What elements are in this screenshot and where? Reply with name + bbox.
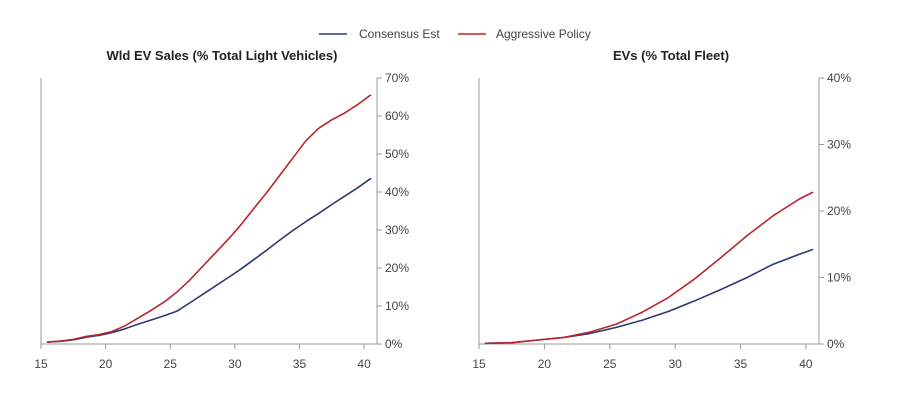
series-line-aggressive-policy: [484, 191, 814, 345]
y-tick-label: 20%: [827, 204, 851, 218]
x-tick-label: 35: [734, 357, 748, 371]
y-tick-label: 30%: [827, 138, 851, 152]
chart-title: EVs (% Total Fleet): [613, 48, 729, 63]
x-tick-label: 40: [799, 357, 813, 371]
x-tick-label: 30: [228, 357, 242, 371]
series-line-consensus-est: [46, 177, 372, 343]
y-tick-label: 40%: [385, 185, 409, 199]
x-tick-label: 40: [357, 357, 371, 371]
x-tick-label: 25: [603, 357, 617, 371]
y-tick-label: 70%: [385, 71, 409, 85]
x-tick-label: 15: [472, 357, 486, 371]
y-tick-label: 10%: [385, 299, 409, 313]
y-tick-label: 20%: [385, 261, 409, 275]
ev-fleet-chart: EVs (% Total Fleet) 0% 10% 20% 30% 40% 15 20 25…: [472, 48, 851, 371]
legend-label-consensus: Consensus Est: [359, 27, 440, 41]
chart-title: Wld EV Sales (% Total Light Vehicles): [107, 48, 338, 63]
legend-label-aggressive: Aggressive Policy: [496, 27, 591, 41]
x-tick-label: 30: [668, 357, 682, 371]
y-tick-label: 50%: [385, 147, 409, 161]
ev-sales-chart: Wld EV Sales (% Total Light Vehicles) 0%…: [34, 48, 409, 371]
x-tick-label: 20: [99, 357, 113, 371]
series-line-consensus-est: [484, 248, 814, 345]
x-tick-label: 35: [293, 357, 307, 371]
x-tick-label: 20: [538, 357, 552, 371]
y-tick-label: 10%: [827, 271, 851, 285]
chart-legend: Consensus Est Aggressive Policy: [319, 27, 591, 41]
y-tick-label: 0%: [827, 337, 845, 351]
x-tick-label: 15: [34, 357, 48, 371]
x-tick-label: 25: [164, 357, 178, 371]
y-tick-label: 60%: [385, 109, 409, 123]
series-line-aggressive-policy: [46, 94, 372, 343]
chart-marks: 0% 10% 20% 30% 40% 50% 60% 70% 15 20 25 30 35 40: [34, 71, 409, 371]
y-tick-label: 30%: [385, 223, 409, 237]
y-tick-label: 40%: [827, 71, 851, 85]
y-tick-label: 0%: [385, 337, 403, 351]
chart-marks: 0% 10% 20% 30% 40% 15 20 25 30 35 40: [472, 71, 851, 371]
